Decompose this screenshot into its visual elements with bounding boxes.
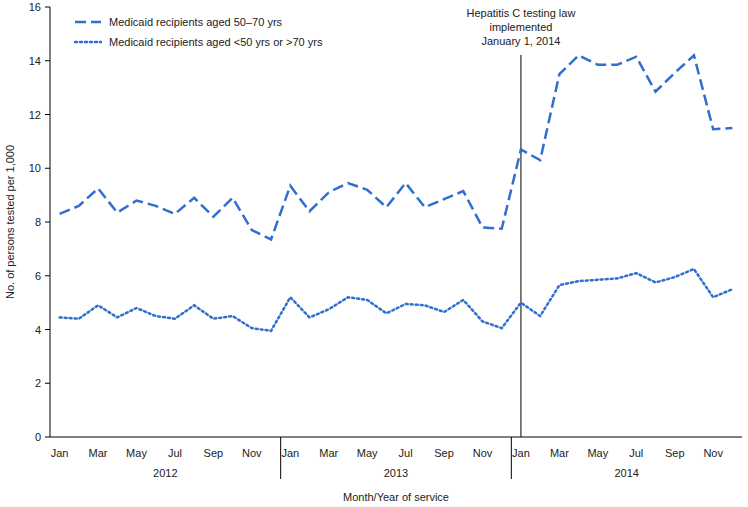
series-line [60,55,733,239]
y-tick-label: 6 [35,270,41,282]
year-label: 2014 [614,467,638,479]
x-tick-label: Nov [703,447,723,459]
year-separator [280,437,281,479]
year-label: 2012 [153,467,177,479]
y-tick-label: 4 [35,324,41,336]
x-tick-label: Mar [319,447,338,459]
x-tick-label: Jan [512,447,530,459]
y-tick-label: 16 [29,1,41,13]
x-tick-label: Mar [550,447,569,459]
x-tick-label: Jul [399,447,413,459]
y-tick [45,7,50,8]
x-tick-label: Jul [629,447,643,459]
annotation-line [520,55,521,437]
y-tick-label: 2 [35,377,41,389]
x-tick-label: Nov [473,447,493,459]
y-tick [45,60,50,61]
y-axis-label: No. of persons tested per 1,000 [4,145,16,299]
y-tick [45,114,50,115]
y-tick [45,275,50,276]
y-tick-label: 14 [29,55,41,67]
plot-lines [60,55,733,330]
y-tick [45,168,50,169]
x-tick-label: May [126,447,147,459]
y-tick-label: 12 [29,109,41,121]
annotation-text: implemented [489,21,552,33]
y-tick-label: 10 [29,162,41,174]
series-line [60,269,733,331]
y-tick [45,437,50,438]
x-axis [50,437,742,438]
x-tick-label: Sep [665,447,685,459]
x-tick-label: May [357,447,378,459]
x-tick-label: Jan [51,447,69,459]
y-tick-label: 8 [35,216,41,228]
x-tick-label: May [587,447,608,459]
legend-swatch [75,21,101,24]
chart: 0 2 4 6 8 10 12 14 16 No. of persons tested per 1… [0,0,748,507]
x-tick-label: Nov [242,447,262,459]
x-tick-label: Mar [89,447,108,459]
legend-label: Medicaid recipients aged <50 yrs or >70 … [109,36,323,48]
y-tick [45,329,50,330]
annotation-text: January 1, 2014 [481,35,560,47]
annotation-text: Hepatitis C testing law [467,7,576,19]
y-tick-label: 0 [35,431,41,443]
x-tick-label: Sep [204,447,224,459]
year-label: 2013 [384,467,408,479]
x-tick-label: Jul [168,447,182,459]
y-tick [45,383,50,384]
x-tick-label: Jan [281,447,299,459]
y-tick [45,222,50,223]
legend-label: Medicaid recipients aged 50–70 yrs [109,16,283,28]
x-tick-label: Sep [434,447,454,459]
year-separator [511,437,512,479]
x-axis-label: Month/Year of service [343,491,449,503]
legend-swatch [75,41,101,44]
